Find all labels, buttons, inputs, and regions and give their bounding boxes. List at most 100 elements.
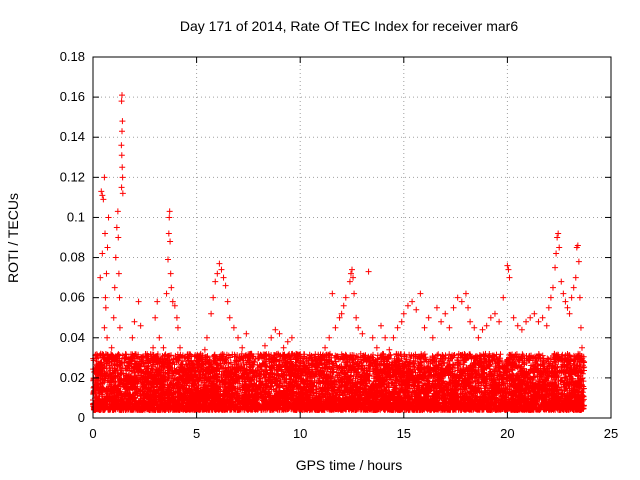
scatter-point bbox=[425, 314, 432, 321]
scatter-point bbox=[483, 322, 490, 329]
scatter-point bbox=[284, 338, 291, 345]
y-tick-label: 0.06 bbox=[60, 290, 85, 305]
scatter-point bbox=[581, 358, 588, 365]
scatter-point bbox=[365, 268, 372, 275]
x-axis-ticks: 0 5 10 15 20 25 bbox=[89, 57, 618, 441]
y-tick-label: 0.12 bbox=[60, 169, 85, 184]
scatter-point bbox=[119, 164, 126, 171]
x-tick-label: 20 bbox=[500, 426, 514, 441]
scatter-point bbox=[438, 318, 445, 325]
scatter-point bbox=[336, 314, 343, 321]
scatter-point bbox=[181, 354, 188, 361]
scatter-point bbox=[189, 374, 196, 381]
data-series-roti bbox=[92, 92, 588, 397]
scatter-point bbox=[394, 324, 401, 331]
plot-frame bbox=[92, 56, 612, 419]
scatter-point bbox=[390, 334, 397, 341]
scatter-point bbox=[110, 314, 117, 321]
y-tick-label: 0.04 bbox=[60, 330, 85, 345]
scatter-point bbox=[103, 270, 110, 277]
scatter-point bbox=[429, 334, 436, 341]
scatter-point bbox=[496, 318, 503, 325]
scatter-point bbox=[570, 284, 577, 291]
scatter-point bbox=[558, 278, 565, 285]
scatter-point bbox=[133, 364, 140, 371]
scatter-point bbox=[251, 358, 258, 365]
scatter-cloud-markers bbox=[90, 350, 588, 413]
scatter-point bbox=[543, 322, 550, 329]
scatter-point bbox=[518, 326, 525, 333]
scatter-point bbox=[145, 370, 152, 377]
scatter-point bbox=[201, 346, 208, 353]
scatter-point bbox=[208, 310, 215, 317]
scatter-point bbox=[115, 270, 122, 277]
scatter-point bbox=[119, 190, 126, 197]
scatter-point bbox=[338, 310, 345, 317]
scatter-point bbox=[210, 294, 217, 301]
scatter-point bbox=[108, 344, 115, 351]
scatter-point bbox=[566, 310, 573, 317]
scatter-point bbox=[116, 324, 123, 331]
scatter-point bbox=[454, 294, 461, 301]
scatter-point bbox=[97, 274, 104, 281]
scatter-point bbox=[255, 364, 262, 371]
scatter-point bbox=[100, 196, 107, 203]
scatter-point bbox=[102, 230, 109, 237]
scatter-point bbox=[100, 354, 107, 361]
scatter-point bbox=[177, 344, 184, 351]
y-tick-label: 0.14 bbox=[60, 129, 85, 144]
scatter-point bbox=[359, 330, 366, 337]
scatter-point bbox=[446, 324, 453, 331]
scatter-point bbox=[167, 270, 174, 277]
scatter-point bbox=[104, 334, 111, 341]
scatter-point bbox=[150, 344, 157, 351]
scatter-point bbox=[578, 344, 585, 351]
scatter-point bbox=[568, 294, 575, 301]
scatter-point bbox=[347, 270, 354, 277]
scatter-point bbox=[322, 344, 329, 351]
scatter-point bbox=[166, 208, 173, 215]
scatter-point bbox=[152, 314, 159, 321]
x-axis-label: GPS time / hours bbox=[296, 457, 403, 473]
scatter-point bbox=[465, 304, 472, 311]
scatter-point bbox=[247, 354, 254, 361]
scatter-point bbox=[442, 310, 449, 317]
scatter-point bbox=[119, 92, 126, 99]
scatter-point bbox=[102, 304, 109, 311]
scatter-point bbox=[105, 214, 112, 221]
scatter-point bbox=[214, 270, 221, 277]
scatter-point bbox=[307, 370, 314, 377]
scatter-point bbox=[433, 304, 440, 311]
scatter-point bbox=[114, 208, 121, 215]
scatter-point bbox=[118, 152, 125, 159]
x-tick-label: 5 bbox=[193, 426, 200, 441]
x-tick-label: 10 bbox=[293, 426, 307, 441]
scatter-point bbox=[326, 334, 333, 341]
scatter-point bbox=[382, 334, 389, 341]
scatter-point bbox=[222, 282, 229, 289]
scatter-point bbox=[346, 278, 353, 285]
scatter-point bbox=[342, 294, 349, 301]
scatter-point bbox=[575, 258, 582, 265]
scatter-point bbox=[118, 184, 125, 191]
scatter-point bbox=[166, 214, 173, 221]
scatter-point bbox=[450, 304, 457, 311]
scatter-point bbox=[386, 346, 393, 353]
scatter-point bbox=[293, 350, 300, 357]
scatter-point bbox=[118, 98, 125, 105]
scatter-point bbox=[173, 314, 180, 321]
scatter-point bbox=[116, 294, 123, 301]
scatter-point bbox=[350, 274, 357, 281]
scatter-point bbox=[193, 358, 200, 365]
scatter-point bbox=[272, 326, 279, 333]
y-tick-label: 0.1 bbox=[67, 209, 85, 224]
scatter-point bbox=[378, 322, 385, 329]
dense-scatter-band bbox=[90, 350, 588, 413]
scatter-point bbox=[239, 344, 246, 351]
scatter-point bbox=[487, 314, 494, 321]
scatter-point bbox=[104, 244, 111, 251]
scatter-point bbox=[413, 306, 420, 313]
scatter-point bbox=[560, 290, 567, 297]
scatter-point bbox=[216, 260, 223, 267]
scatter-point bbox=[243, 330, 250, 337]
